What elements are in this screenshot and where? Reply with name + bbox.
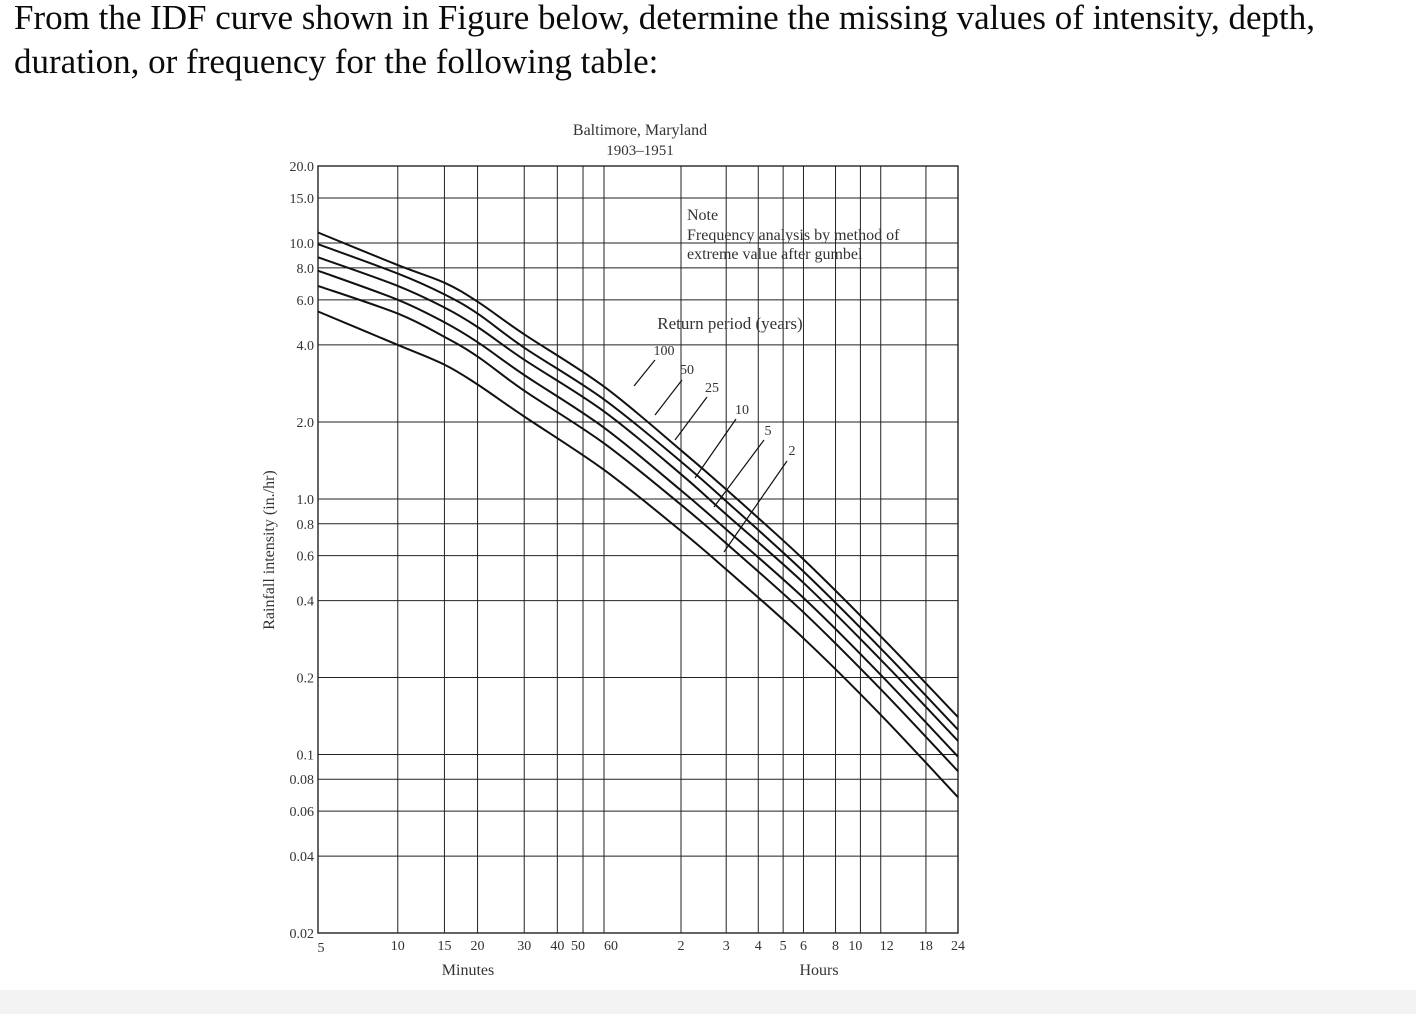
chart-grid (317, 165, 959, 934)
y-tick-label: 0.02 (290, 927, 315, 942)
chart-subtitle: 1903–1951 (606, 143, 674, 159)
y-tick-label: 10.0 (290, 237, 315, 252)
y-tick-label: 0.1 (297, 748, 315, 763)
series-leader-10 (694, 418, 737, 479)
series-leader-50 (654, 379, 683, 416)
series-label-100: 100 (654, 344, 675, 359)
y-tick-label: 0.8 (297, 518, 315, 533)
series-label-10: 10 (735, 403, 749, 418)
series-line-50 (317, 243, 959, 731)
return-period-label: Return period (years) (657, 314, 802, 333)
x-group-label-hours: Hours (799, 962, 838, 979)
x-tick-label: 24 (951, 939, 965, 954)
series-line-25 (317, 256, 959, 742)
chart-annotations: 100 50 25 10 5 2 (633, 344, 796, 553)
series-leader-100 (633, 359, 656, 387)
idf-chart: 20.0 15.0 10.0 8.0 6.0 4.0 2.0 1.0 0.8 0.6 0.4 0.2 0… (261, 122, 966, 979)
x-tick-label: 6 (800, 939, 807, 954)
x-tick-label: 12 (880, 939, 894, 954)
x-tick-label: 30 (517, 939, 531, 954)
series-leader-5 (713, 439, 765, 508)
y-tick-label: 1.0 (297, 493, 315, 508)
series-label-5: 5 (765, 424, 772, 439)
x-tick-label: 10 (848, 939, 862, 954)
y-tick-label: 0.08 (290, 773, 315, 788)
x-tick-label: 8 (832, 939, 839, 954)
y-tick-label: 2.0 (297, 416, 315, 431)
series-label-25: 25 (705, 381, 719, 396)
series-line-100 (317, 231, 959, 718)
series-label-50: 50 (680, 363, 694, 378)
page-bottom-bar (0, 990, 1416, 1014)
x-tick-label: 40 (550, 939, 564, 954)
y-tick-label: 8.0 (297, 262, 315, 277)
note-line-1: Frequency analysis by method of (687, 227, 900, 244)
x-tick-label: 20 (471, 939, 485, 954)
y-tick-label: 20.0 (290, 160, 315, 175)
series-line-10 (317, 269, 959, 758)
x-tick-label: 15 (437, 939, 451, 954)
x-tick-label: 5 (318, 941, 325, 956)
chart-curves (317, 231, 959, 798)
series-line-2 (317, 310, 959, 798)
x-tick-label: 4 (755, 939, 762, 954)
y-tick-label: 4.0 (297, 339, 315, 354)
note-box: Note Frequency analysis by method of ext… (687, 207, 900, 263)
y-tick-label: 0.2 (297, 672, 315, 687)
x-tick-label: 3 (723, 939, 730, 954)
question-text: From the IDF curve shown in Figure below… (14, 0, 1315, 81)
series-label-2: 2 (789, 444, 796, 459)
y-tick-label: 0.4 (297, 595, 315, 610)
series-leader-2 (723, 460, 788, 553)
x-tick-label: 50 (571, 939, 585, 954)
x-tick-label: 5 (780, 939, 787, 954)
note-heading: Note (687, 207, 718, 224)
x-tick-label: 60 (604, 939, 618, 954)
x-tick-label: 18 (919, 939, 933, 954)
x-tick-label: 2 (678, 939, 685, 954)
x-group-label-minutes: Minutes (442, 962, 494, 979)
chart-ticks: 20.0 15.0 10.0 8.0 6.0 4.0 2.0 1.0 0.8 0.6 0.4 0.2 0… (290, 160, 966, 956)
y-tick-label: 0.6 (297, 550, 315, 565)
series-leader-25 (674, 396, 708, 441)
y-tick-label: 6.0 (297, 294, 315, 309)
y-tick-label: 15.0 (290, 192, 315, 207)
series-line-5 (317, 284, 959, 772)
chart-title: Baltimore, Maryland (573, 122, 707, 139)
y-axis-label: Rainfall intensity (in./hr) (261, 470, 278, 630)
x-tick-label: 10 (391, 939, 405, 954)
y-tick-label: 0.06 (290, 805, 315, 820)
y-tick-label: 0.04 (290, 850, 315, 865)
note-line-2: extreme value after gumbel (687, 246, 863, 263)
